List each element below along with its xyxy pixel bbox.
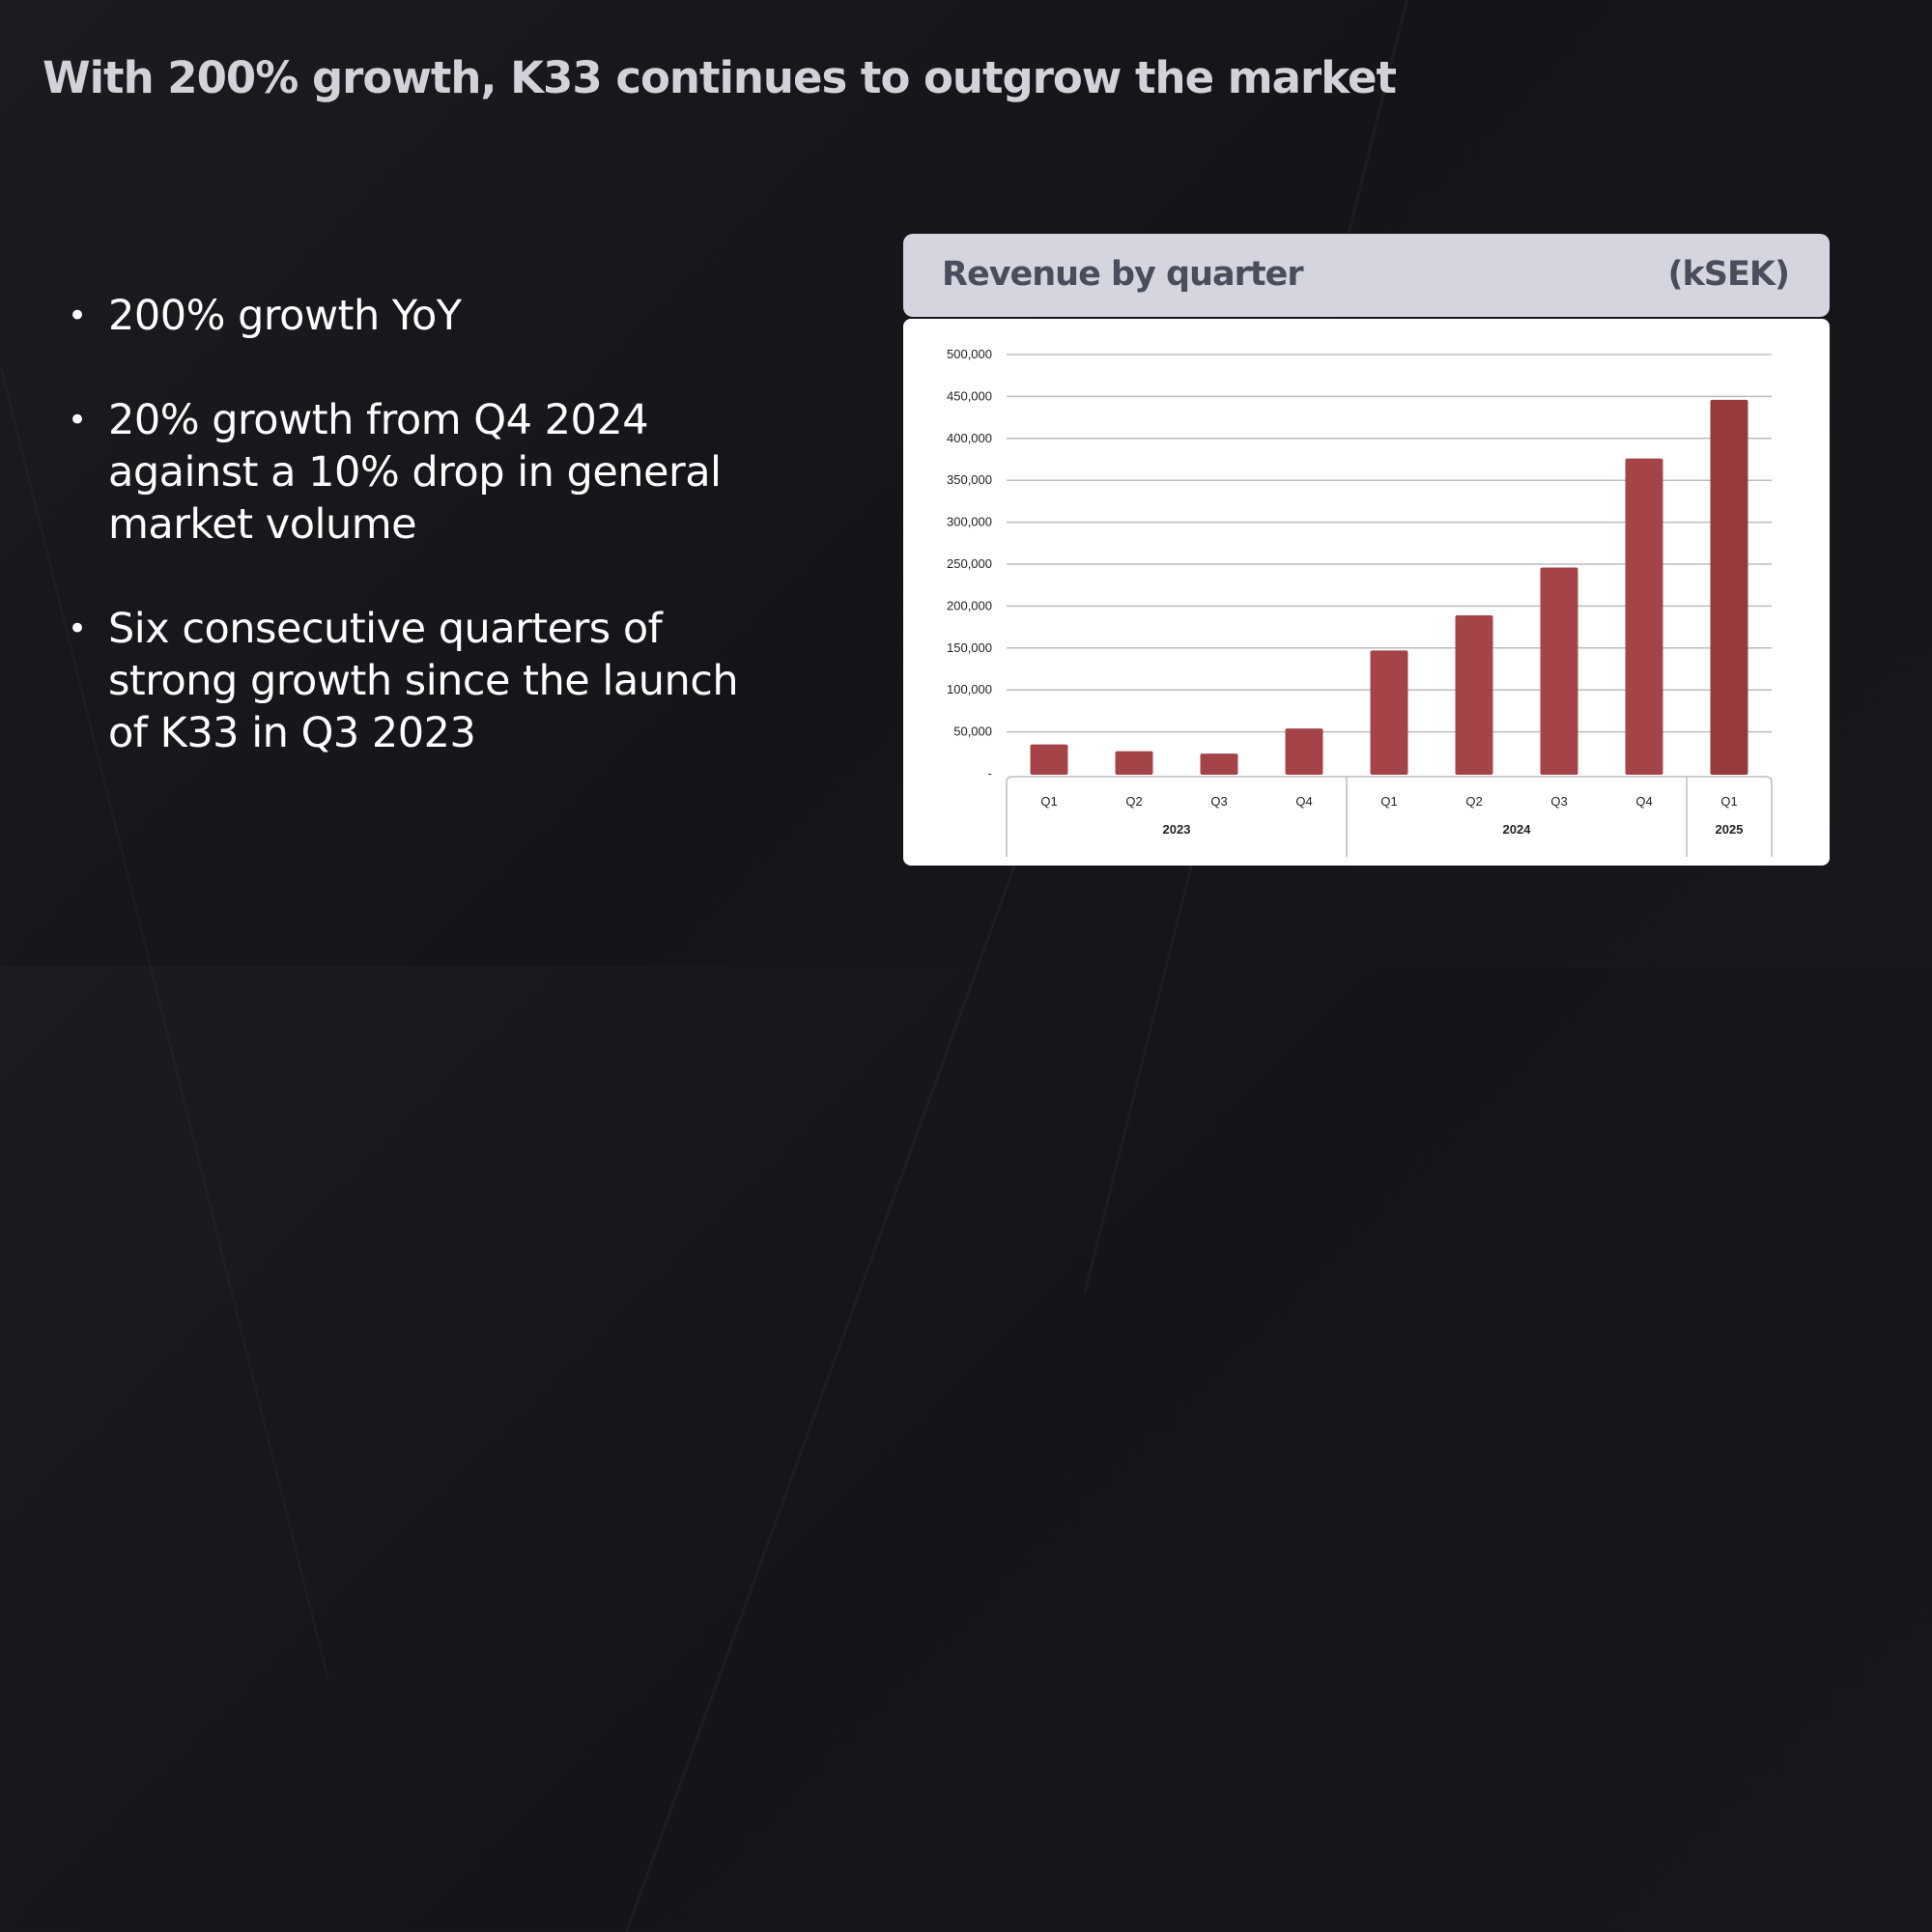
x-tick-label: Q1 [1380, 794, 1397, 809]
bullet-text: Six consecutive quarters of strong growt… [108, 605, 739, 757]
x-group-label: 2024 [1503, 822, 1532, 837]
y-tick-label: 300,000 [947, 515, 992, 529]
bar [1455, 614, 1493, 775]
chart-title: Revenue by quarter [942, 255, 1304, 294]
bullet-text: 200% growth YoY [108, 292, 462, 340]
y-tick-label: 450,000 [947, 388, 992, 403]
bullet-item: • 200% growth YoY [68, 290, 763, 342]
bullet-item: • Six consecutive quarters of strong grow… [68, 603, 763, 759]
x-axis-frame [1006, 776, 1773, 857]
chart-unit: (kSEK) [1667, 255, 1790, 294]
x-tick-label: Q3 [1550, 794, 1567, 809]
slide-title: With 200% growth, K33 continues to outgr… [43, 52, 1397, 103]
x-tick-label: Q2 [1125, 794, 1142, 809]
bar [1540, 567, 1578, 775]
revenue-bar-chart: - 50,000 100,000 150,000 200,000 250,000 300,0… [947, 347, 1773, 857]
bar [1200, 753, 1238, 775]
y-tick-label: 400,000 [947, 431, 992, 445]
x-group-label: 2023 [1163, 822, 1191, 837]
bar [1115, 751, 1153, 775]
bullet-text: 20% growth from Q4 2024 against a 10% dr… [108, 396, 722, 549]
y-tick-label: 350,000 [947, 472, 992, 487]
bar [1625, 458, 1663, 775]
bullet-dot-icon: • [68, 297, 87, 335]
y-tick-label: 100,000 [947, 682, 992, 696]
bullet-dot-icon: • [68, 401, 87, 440]
bullet-list: • 200% growth YoY • 20% growth from Q4 202… [68, 290, 763, 811]
x-tick-label: Q2 [1465, 794, 1482, 809]
y-tick-label: 200,000 [947, 598, 992, 612]
y-tick-label: 250,000 [947, 556, 992, 571]
y-tick-label: 50,000 [953, 724, 992, 739]
y-tick-label: - [988, 766, 992, 781]
x-tick-label: Q1 [1720, 794, 1737, 809]
chart-header: Revenue by quarter (kSEK) [903, 234, 1830, 317]
x-tick-label: Q3 [1210, 794, 1227, 809]
x-tick-label: Q4 [1635, 794, 1652, 809]
bullet-dot-icon: • [68, 610, 87, 648]
chart-panel: - 50,000 100,000 150,000 200,000 250,000 300,0… [903, 319, 1830, 866]
x-tick-label: Q4 [1295, 794, 1312, 809]
bar [1370, 650, 1408, 775]
y-tick-label: 500,000 [947, 347, 992, 361]
bar [1710, 399, 1748, 775]
y-tick-label: 150,000 [947, 640, 992, 655]
bar [1285, 728, 1323, 775]
x-group-label: 2025 [1716, 822, 1744, 837]
x-tick-label: Q1 [1040, 794, 1057, 809]
bar [1030, 744, 1068, 775]
bullet-item: • 20% growth from Q4 2024 against a 10% d… [68, 394, 763, 551]
